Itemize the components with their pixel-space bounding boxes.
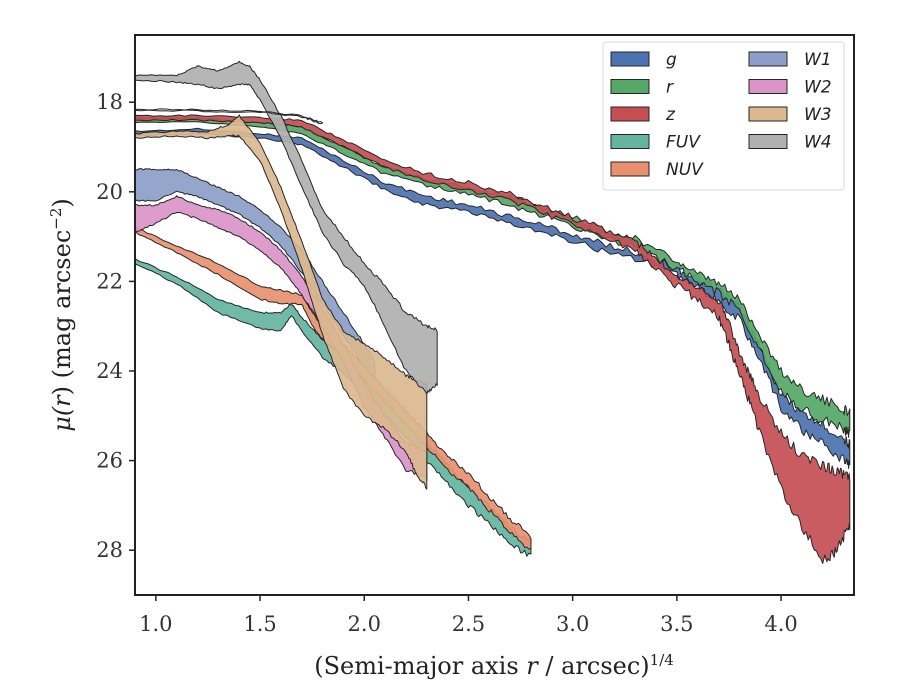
series-band-unlabeled bbox=[135, 108, 324, 125]
legend-label-g: g bbox=[666, 50, 677, 70]
series-layer bbox=[135, 60, 851, 564]
legend-label-w1: W1 bbox=[804, 50, 832, 70]
legend-label-nuv: NUV bbox=[666, 160, 704, 180]
y-tick-label: 26 bbox=[96, 449, 123, 473]
x-tick-label: 2.5 bbox=[452, 612, 485, 636]
series-band-fuv bbox=[135, 258, 532, 557]
y-axis-label: μ(r) (mag arcsec−2) bbox=[47, 198, 76, 432]
legend-swatch-r bbox=[610, 79, 650, 94]
legend-swatch-w4 bbox=[748, 134, 788, 149]
x-tick-label: 1.5 bbox=[243, 612, 276, 636]
legend-swatch-w3 bbox=[748, 106, 788, 122]
x-tick-label: 3.5 bbox=[660, 612, 693, 636]
series-bands bbox=[135, 60, 851, 564]
series-band-w4 bbox=[135, 60, 438, 395]
y-tick-label: 18 bbox=[96, 90, 123, 114]
x-tick-label: 3.0 bbox=[556, 612, 589, 636]
legend-label-r: r bbox=[666, 78, 674, 98]
legend-swatch-w2 bbox=[748, 79, 788, 94]
legend-label-w2: W2 bbox=[804, 78, 832, 98]
legend-swatch-g bbox=[610, 51, 650, 67]
legend-swatch-fuv bbox=[610, 134, 650, 149]
x-axis-label: (Semi-major axis r / arcsec)1/4 bbox=[314, 651, 674, 680]
legend-swatch-z bbox=[610, 106, 650, 122]
legend-label-fuv: FUV bbox=[666, 133, 701, 153]
legend-label-z: z bbox=[665, 105, 676, 125]
y-tick-label: 22 bbox=[96, 269, 123, 293]
series-band-z bbox=[135, 114, 851, 564]
series-band-g bbox=[135, 127, 851, 469]
legend: grz FUV NUV W1 W2 W3 W4 bbox=[602, 41, 845, 191]
y-tick-label: 20 bbox=[96, 180, 123, 204]
legend-swatch-nuv bbox=[610, 161, 650, 177]
y-tick-label: 24 bbox=[96, 359, 123, 383]
x-tick-label: 1.0 bbox=[139, 612, 172, 636]
ticks-layer: 1.0 1.5 2.0 2.5 3.0 3.5 4.0 18 20 22 24 26 28 bbox=[96, 90, 797, 636]
legend-label-w4: W4 bbox=[804, 133, 832, 153]
series-band-nuv bbox=[135, 226, 532, 550]
x-tick-label: 4.0 bbox=[764, 612, 797, 636]
legend-label-w3: W3 bbox=[804, 105, 832, 125]
legend-swatch-w1 bbox=[748, 51, 788, 67]
series-band-w3 bbox=[135, 114, 428, 490]
y-tick-label: 28 bbox=[96, 538, 123, 562]
plot-frame bbox=[134, 34, 855, 596]
x-tick-label: 2.0 bbox=[348, 612, 381, 636]
